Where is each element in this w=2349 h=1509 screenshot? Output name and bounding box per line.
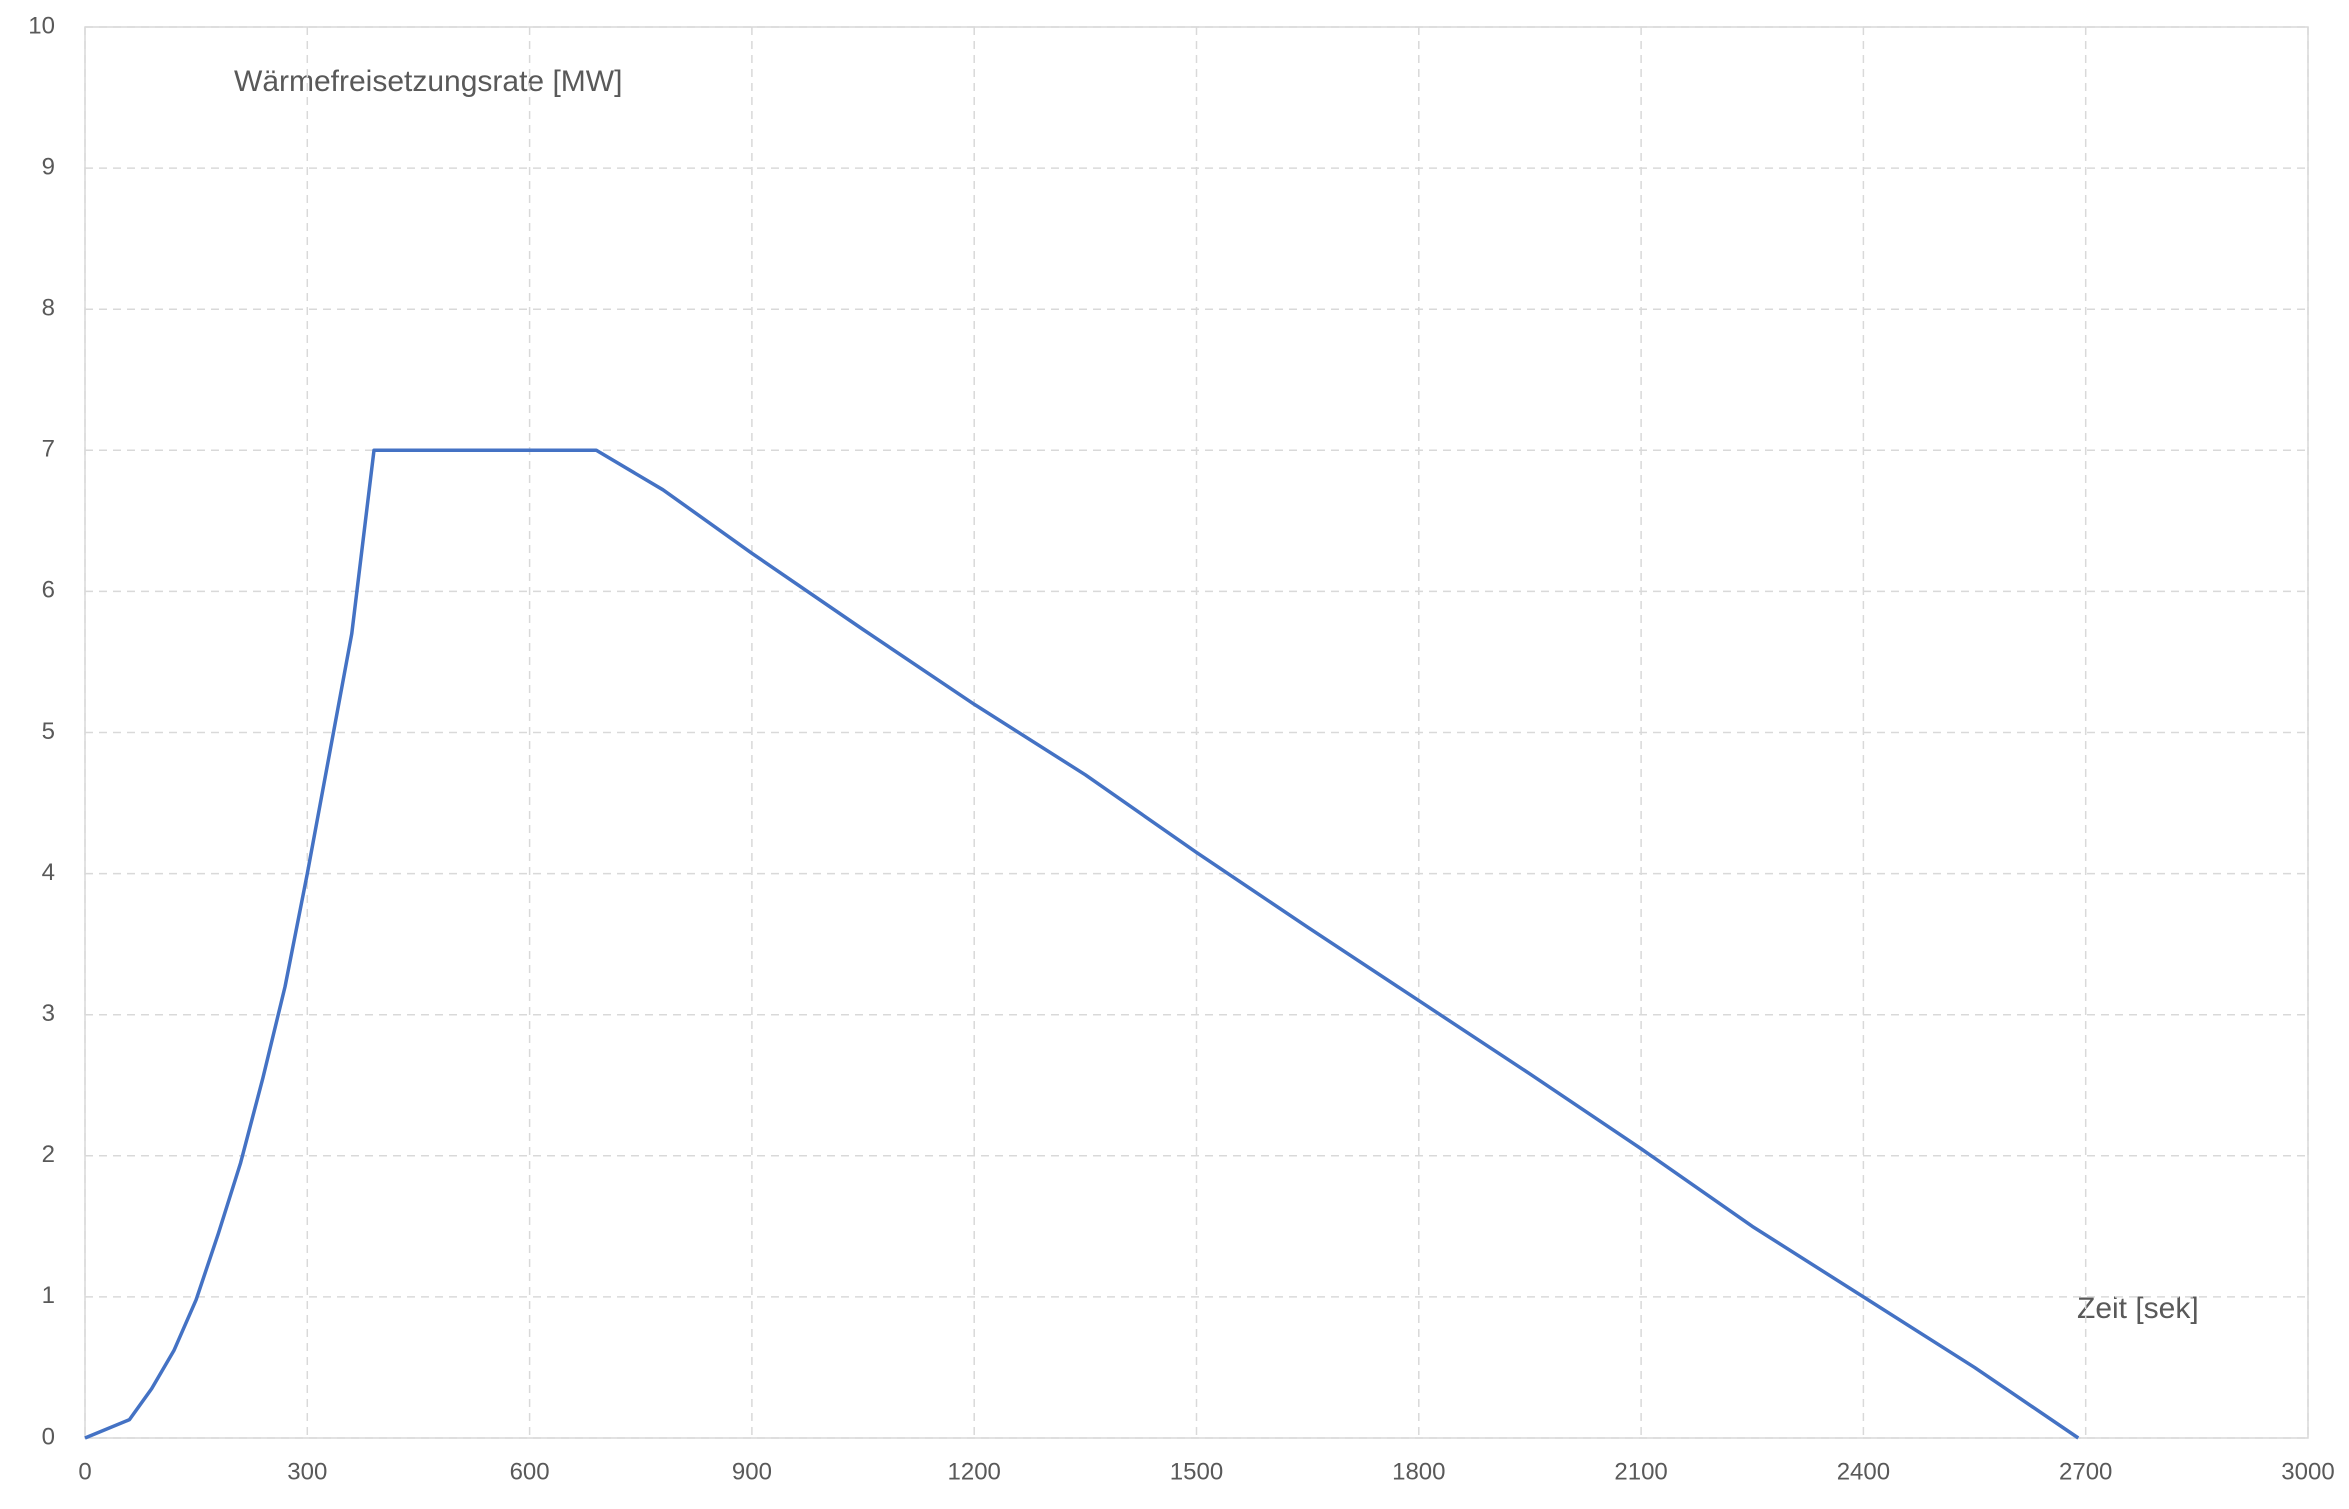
y-tick-label: 8: [42, 295, 55, 322]
x-tick-label: 1800: [1392, 1458, 1445, 1485]
x-tick-label: 3000: [2281, 1458, 2334, 1485]
y-tick-label: 3: [42, 1000, 55, 1027]
y-axis-annotation: Wärmefreisetzungsrate [MW]: [234, 65, 622, 98]
x-tick-label: 2400: [1837, 1458, 1890, 1485]
x-tick-label: 1200: [948, 1458, 1001, 1485]
y-tick-label: 5: [42, 718, 55, 745]
x-tick-label: 900: [732, 1458, 772, 1485]
x-axis-annotation: Zeit [sek]: [2077, 1292, 2199, 1325]
y-tick-label: 6: [42, 577, 55, 604]
x-tick-label: 300: [287, 1458, 327, 1485]
data-line: [84, 448, 2080, 1440]
y-tick-label: 7: [42, 436, 55, 463]
x-tick-label: 2100: [1614, 1458, 1667, 1485]
y-tick-label: 9: [42, 153, 55, 180]
x-tick-label: 0: [78, 1458, 91, 1485]
y-tick-label: 4: [42, 859, 55, 886]
x-tick-label: 2700: [2059, 1458, 2112, 1485]
y-tick-label: 2: [42, 1141, 55, 1168]
y-tick-label: 10: [28, 12, 55, 39]
x-tick-label: 1500: [1170, 1458, 1223, 1485]
y-tick-label: 1: [42, 1282, 55, 1309]
y-tick-label: 0: [42, 1423, 55, 1450]
x-tick-label: 600: [510, 1458, 550, 1485]
